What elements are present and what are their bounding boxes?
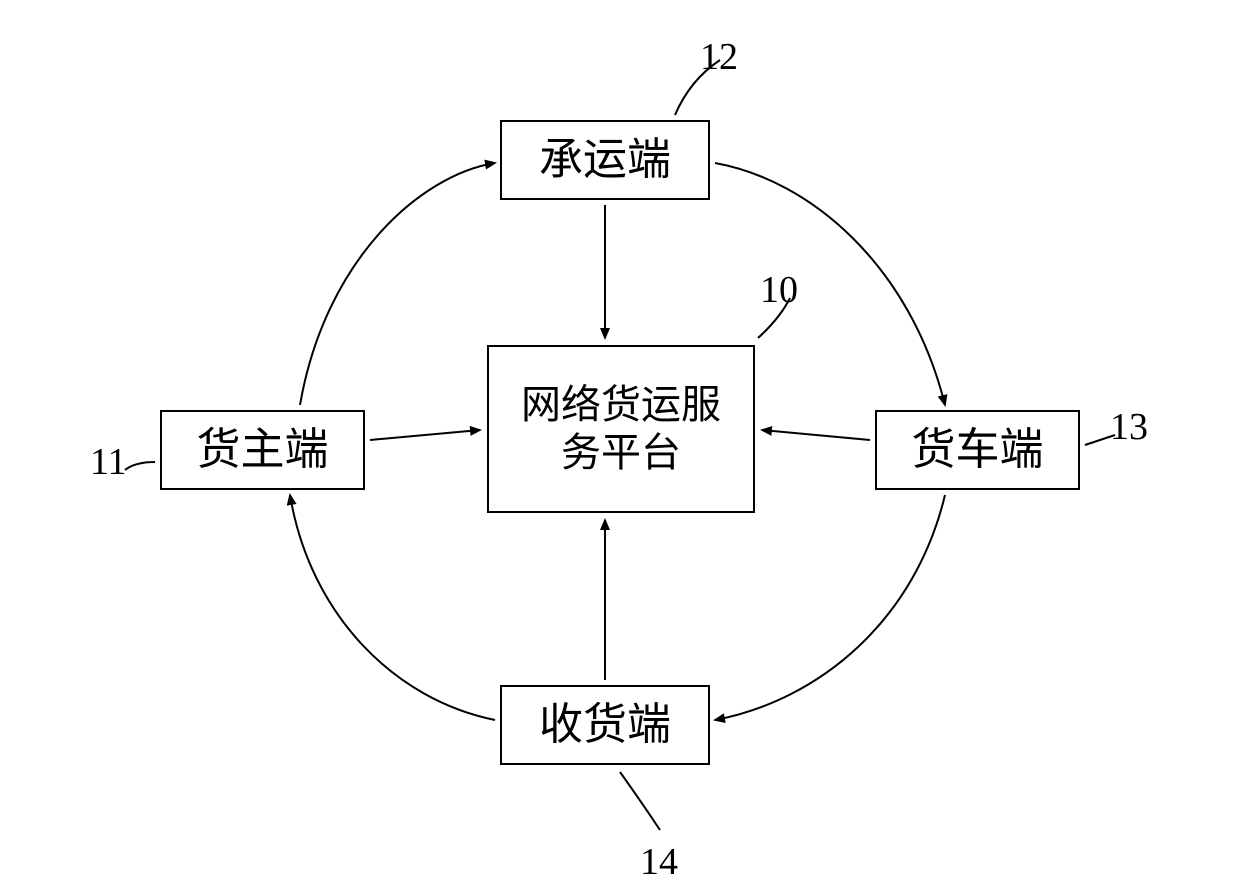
node-truck: 货车端	[875, 410, 1080, 490]
ref-label-13: 13	[1110, 405, 1148, 449]
node-receiver: 收货端	[500, 685, 710, 765]
node-shipper: 货主端	[160, 410, 365, 490]
node-receiver-label: 收货端	[539, 699, 671, 752]
ref-label-11: 11	[90, 440, 127, 484]
ref-label-12: 12	[700, 35, 738, 79]
node-truck-label: 货车端	[912, 424, 1044, 477]
node-center-platform: 网络货运服务平台	[487, 345, 755, 513]
node-carrier-label: 承运端	[539, 134, 671, 187]
node-shipper-label: 货主端	[197, 424, 329, 477]
node-center-label: 网络货运服务平台	[521, 381, 721, 477]
diagram-canvas: 网络货运服务平台 承运端 货主端 货车端 收货端 10 12 11 13 14	[0, 0, 1240, 883]
ref-label-14: 14	[640, 840, 678, 884]
node-carrier: 承运端	[500, 120, 710, 200]
ref-label-10: 10	[760, 268, 798, 312]
